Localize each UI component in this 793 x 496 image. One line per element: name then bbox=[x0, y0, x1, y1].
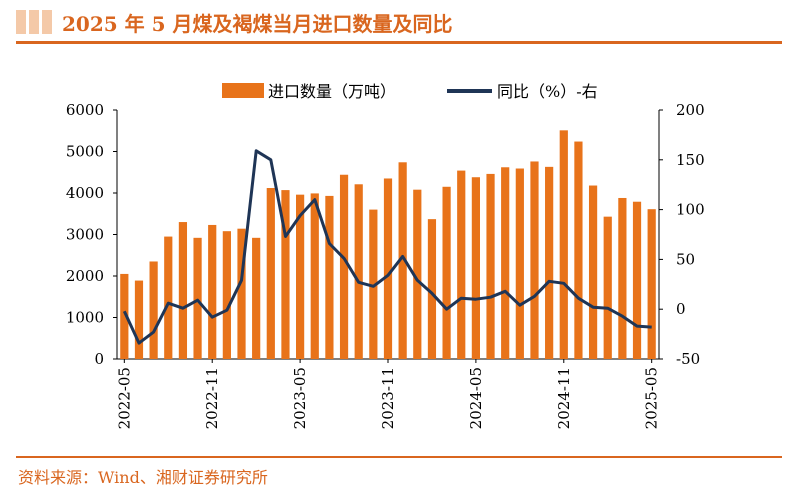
x-tick-label: 2023-05 bbox=[291, 367, 309, 429]
bar-2025-03 bbox=[618, 197, 627, 359]
bar-2022-10 bbox=[193, 237, 202, 359]
bar-2025-01 bbox=[588, 185, 598, 359]
bar-2023-06 bbox=[310, 193, 319, 359]
bar-2023-02 bbox=[252, 237, 261, 359]
x-tick-label: 2025-05 bbox=[643, 367, 661, 429]
y-right-tick-label: 200 bbox=[676, 101, 705, 119]
bar-2023-09 bbox=[354, 184, 363, 359]
page-title: 2025 年 5 月煤及褐煤当月进口数量及同比 bbox=[62, 12, 453, 36]
bar-2025-05 bbox=[647, 209, 656, 359]
bar-2025-04 bbox=[632, 201, 642, 359]
bar-2025-02 bbox=[603, 216, 612, 359]
bar-2023-08 bbox=[339, 174, 349, 359]
bar-2022-07 bbox=[149, 261, 158, 359]
x-tick-label: 2024-11 bbox=[555, 367, 573, 429]
y-right-tick-label: 100 bbox=[676, 201, 705, 219]
bar-2024-03 bbox=[442, 186, 451, 359]
bar-2022-05 bbox=[120, 273, 129, 359]
y-left-tick-label: 5000 bbox=[66, 143, 104, 161]
bar-2024-01 bbox=[413, 189, 422, 359]
x-tick-label: 2022-11 bbox=[203, 367, 221, 429]
bar-2023-04 bbox=[281, 190, 290, 359]
footer-divider bbox=[16, 456, 782, 458]
bar-2024-10 bbox=[545, 166, 554, 359]
header-divider bbox=[16, 41, 782, 44]
y-left-tick-label: 2000 bbox=[66, 267, 104, 285]
bar-2023-10 bbox=[369, 209, 378, 359]
x-tick-label: 2023-11 bbox=[379, 367, 397, 429]
source-note: 资料来源：Wind、湘财证券研究所 bbox=[18, 468, 268, 487]
y-right-tick-label: 50 bbox=[676, 250, 695, 268]
legend-bar-swatch bbox=[222, 83, 264, 98]
bar-2023-11 bbox=[383, 178, 393, 359]
bar-2024-09 bbox=[530, 161, 539, 359]
y-right-tick-label: -50 bbox=[676, 350, 700, 368]
bar-2023-07 bbox=[325, 195, 334, 359]
y-right-tick-label: 150 bbox=[676, 151, 705, 169]
combo-chart: 0 1000 2000 3000 4000 5000 6000 -50 0 50 100 150 200… bbox=[66, 82, 705, 429]
bar-2022-12 bbox=[222, 231, 231, 359]
bar-2024-04 bbox=[457, 170, 466, 359]
x-tick-label: 2024-05 bbox=[467, 367, 485, 429]
bar-2024-08 bbox=[515, 168, 524, 359]
y-right-tick-label: 0 bbox=[676, 300, 686, 318]
bar-2024-12 bbox=[574, 141, 583, 359]
bar-2023-12 bbox=[398, 162, 407, 359]
brand-stripes-icon bbox=[16, 10, 52, 34]
bar-2023-03 bbox=[266, 188, 275, 359]
bar-2024-05 bbox=[471, 177, 480, 359]
chart-container: 0 1000 2000 3000 4000 5000 6000 -50 0 50 100 150 200… bbox=[0, 44, 793, 456]
bar-2022-11 bbox=[208, 224, 217, 359]
y-left-tick-label: 3000 bbox=[66, 226, 104, 244]
y-left-tick-label: 1000 bbox=[66, 309, 104, 327]
bar-2023-01 bbox=[237, 228, 246, 359]
y-left-tick-label: 0 bbox=[94, 350, 104, 368]
bar-2024-06 bbox=[486, 173, 495, 359]
y-left-tick-label: 6000 bbox=[66, 101, 104, 119]
y-left-tick-label: 4000 bbox=[66, 184, 104, 202]
bar-2023-05 bbox=[296, 194, 305, 359]
bar-2024-02 bbox=[427, 219, 437, 359]
x-tick-label: 2022-05 bbox=[115, 367, 133, 429]
bar-2022-09 bbox=[178, 222, 188, 359]
legend-bar-label: 进口数量（万吨） bbox=[268, 82, 396, 101]
legend-line-label: 同比（%）-右 bbox=[497, 82, 598, 101]
bar-2024-11 bbox=[559, 130, 568, 359]
bar-2022-08 bbox=[164, 236, 173, 359]
bar-2024-07 bbox=[501, 167, 510, 359]
bar-2022-06 bbox=[134, 280, 144, 359]
report-header: 2025 年 5 月煤及褐煤当月进口数量及同比 bbox=[0, 0, 793, 44]
